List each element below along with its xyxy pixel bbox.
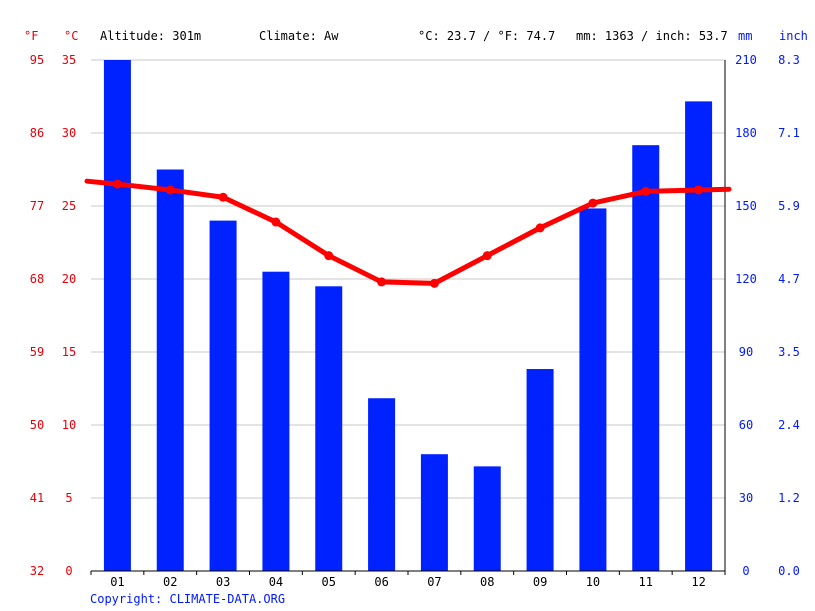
precipitation-bar [368,398,396,571]
y-tick-f: 41 [30,491,44,505]
y-tick-mm: 60 [739,418,753,432]
y-tick-f: 95 [30,53,44,67]
x-tick-label: 04 [269,575,283,589]
y-tick-mm: 150 [735,199,757,213]
precipitation-bar [103,60,131,571]
y-tick-mm: 0 [742,564,749,578]
y-tick-f: 59 [30,345,44,359]
precipitation-bars [103,60,713,571]
y-tick-f: 77 [30,199,44,213]
climate-label: Climate: Aw [259,29,339,43]
y-tick-inch: 4.7 [778,272,800,286]
temperature-point [324,251,334,261]
unit-label-c: °C [64,29,78,43]
temperature-series-line [84,178,732,286]
altitude-label: Altitude: 301m [100,29,201,43]
y-tick-f: 50 [30,418,44,432]
x-tick-label: 05 [322,575,336,589]
y-tick-mm: 210 [735,53,757,67]
y-tick-mm: 120 [735,272,757,286]
precipitation-bar [262,271,290,571]
temperature-point [429,278,439,288]
y-tick-c: 15 [62,345,76,359]
x-tick-label: 12 [691,575,705,589]
unit-label-inch: inch [779,29,808,43]
temperature-point [482,251,492,261]
unit-label-mm: mm [738,29,752,43]
x-tick-label: 08 [480,575,494,589]
y-tick-mm: 30 [739,491,753,505]
x-tick-label: 02 [163,575,177,589]
precipitation-bar [209,220,237,571]
y-tick-inch: 5.9 [778,199,800,213]
y-tick-c: 20 [62,272,76,286]
x-tick-label: 06 [374,575,388,589]
y-tick-f: 86 [30,126,44,140]
x-tick-label: 01 [110,575,124,589]
precipitation-bar [632,145,660,571]
precipitation-bar [156,169,184,571]
precipitation-bar [579,208,607,571]
y-tick-inch: 8.3 [778,53,800,67]
x-tick-label: 07 [427,575,441,589]
x-axis-ticks [90,571,726,575]
temperature-point [165,185,175,195]
precipitation-bar [685,101,713,571]
temperature-point [377,277,387,287]
temperature-point [218,192,228,202]
precipitation-bar [420,454,448,571]
y-tick-c: 5 [65,491,72,505]
y-tick-c: 35 [62,53,76,67]
y-tick-mm: 90 [739,345,753,359]
temperature-point [641,186,651,196]
x-tick-label: 09 [533,575,547,589]
y-tick-c: 10 [62,418,76,432]
temperature-point [271,217,281,227]
x-tick-label: 10 [586,575,600,589]
y-tick-f: 68 [30,272,44,286]
temperature-average-label: °C: 23.7 / °F: 74.7 [418,29,555,43]
precipitation-bar [526,369,554,571]
temperature-point [535,223,545,233]
y-tick-c: 0 [65,564,72,578]
y-tick-inch: 3.5 [778,345,800,359]
y-tick-inch: 1.2 [778,491,800,505]
precipitation-bar [315,286,343,571]
gridlines [91,59,725,499]
x-tick-label: 03 [216,575,230,589]
temperature-line [84,178,732,288]
temperature-point [588,198,598,208]
temperature-point [112,179,122,189]
copyright-text: Copyright: CLIMATE-DATA.ORG [90,592,285,606]
x-tick-label: 11 [639,575,653,589]
y-tick-inch: 2.4 [778,418,800,432]
y-tick-c: 25 [62,199,76,213]
temperature-point [694,185,704,195]
y-axis-labels: 32 41 50 59 68 77 86 95 0 5 10 15 20 25 30 35 0 30 60 90 120… [30,53,800,578]
precipitation-bar [473,466,501,571]
precipitation-total-label: mm: 1363 / inch: 53.7 [576,29,728,43]
y-tick-c: 30 [62,126,76,140]
y-tick-mm: 180 [735,126,757,140]
unit-label-f: °F [24,29,38,43]
y-tick-inch: 7.1 [778,126,800,140]
y-tick-inch: 0.0 [778,564,800,578]
x-axis-labels: 01 02 03 04 05 06 07 08 09 10 11 12 [110,575,706,589]
y-tick-f: 32 [30,564,44,578]
